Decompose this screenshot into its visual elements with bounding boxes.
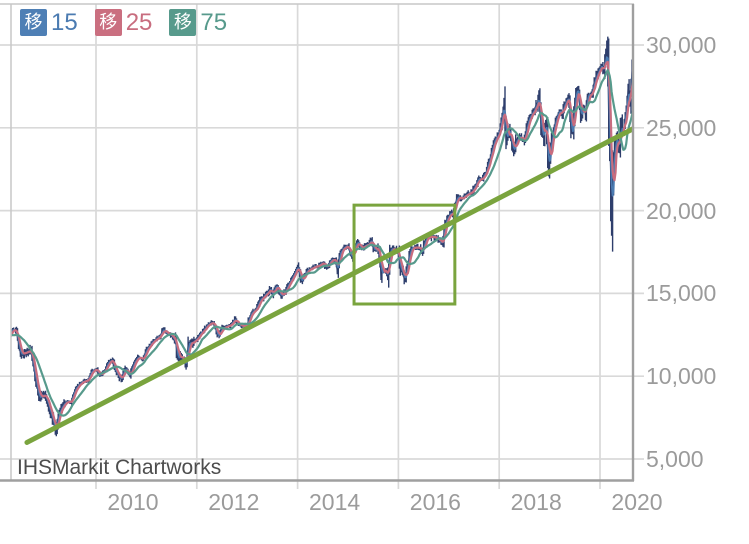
watermark-text: IHSMarkit Chartworks	[17, 456, 222, 479]
ma-legend: 移 15 移 25 移 75	[20, 9, 227, 36]
y-axis-label-30000: 30,000	[646, 32, 717, 58]
ma75-period-label: 75	[200, 9, 228, 36]
ma25-line	[11, 60, 634, 427]
x-axis-label-2016: 2016	[409, 489, 461, 515]
ma25-badge-icon: 移	[94, 9, 122, 36]
y-axis-label-10000: 10,000	[646, 363, 717, 390]
y-axis-label-5000: 5,000	[646, 446, 704, 472]
ma15-period-label: 15	[51, 9, 78, 36]
ma15-badge-icon: 移	[20, 9, 47, 36]
plot-area	[11, 36, 634, 445]
x-axis-label-2014: 2014	[309, 489, 361, 515]
legend-item-ma15[interactable]: 移 15	[20, 9, 78, 36]
ma25-period-label: 25	[125, 9, 153, 36]
x-axis-label-2012: 2012	[208, 489, 260, 515]
y-axis-label-20000: 20,000	[646, 197, 717, 224]
ma75-line	[11, 69, 634, 417]
legend-item-ma25[interactable]: 移 25	[94, 9, 153, 36]
x-axis-label-2020: 2020	[611, 489, 663, 515]
legend-item-ma75[interactable]: 移 75	[169, 9, 227, 36]
highlight-box	[352, 203, 457, 306]
y-axis-label-15000: 15,000	[646, 280, 717, 307]
ma75-badge-icon: 移	[169, 9, 197, 36]
y-axis-label-25000: 25,000	[646, 114, 717, 141]
support-trendline	[24, 126, 634, 445]
x-axis-label-2018: 2018	[510, 489, 562, 515]
x-axis-label-2010: 2010	[107, 489, 159, 515]
